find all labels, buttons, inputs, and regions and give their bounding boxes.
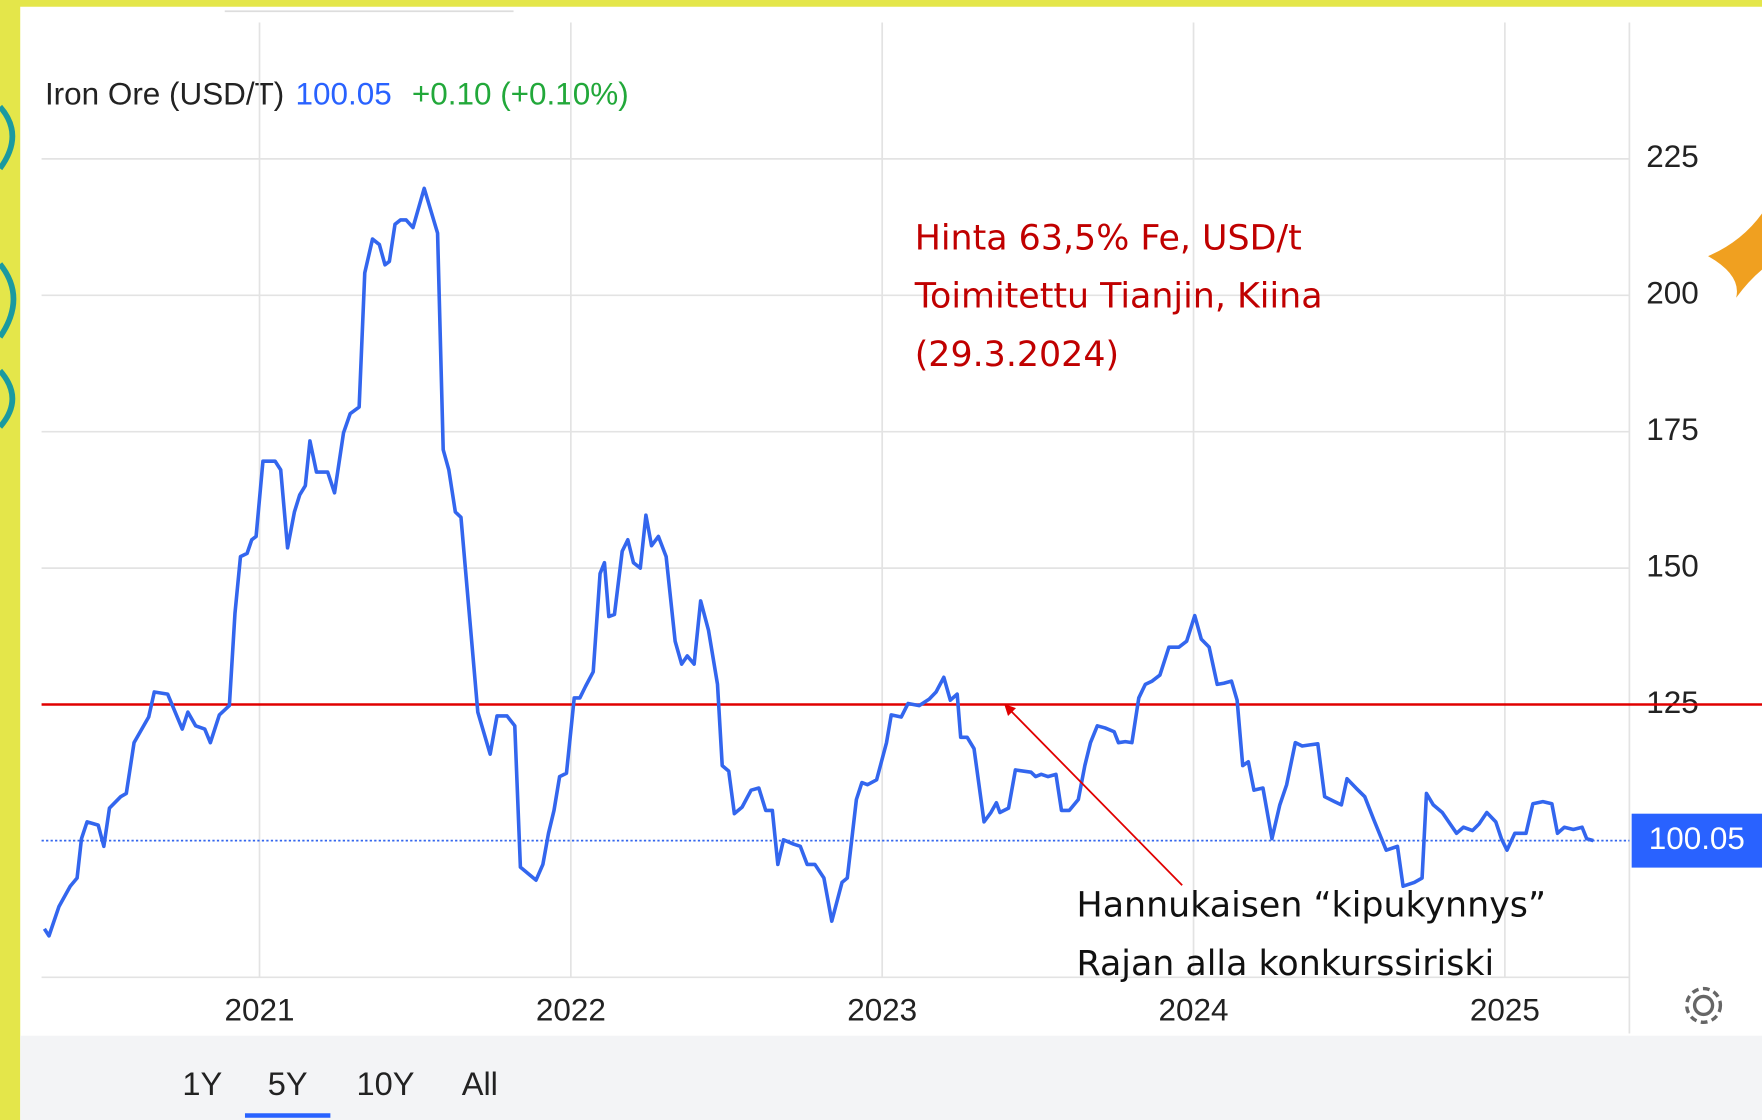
x-tick-label: 2021: [225, 992, 295, 1027]
y-tick-label: 150: [1646, 548, 1698, 583]
range-button[interactable]: 5Y: [268, 1066, 308, 1102]
threshold-note: Hannukaisen “kipukynnys”: [1077, 886, 1546, 926]
y-tick-label: 175: [1646, 412, 1698, 447]
y-tick-label: 200: [1646, 276, 1698, 311]
instrument-name: Iron Ore (USD/T): [45, 77, 284, 112]
y-tick-label: 125: [1646, 685, 1698, 720]
annotation: Hinta 63,5% Fe, USD/t: [915, 218, 1302, 258]
x-tick-label: 2023: [847, 992, 917, 1027]
x-tick-label: 2025: [1470, 992, 1540, 1027]
annotation: (29.3.2024): [915, 335, 1119, 375]
last-price-label: 100.05: [1649, 821, 1745, 856]
chart: Iron Ore (USD/T) 100.05 +0.10 (+0.10%) 125…: [0, 0, 1762, 1120]
header: Iron Ore (USD/T) 100.05 +0.10 (+0.10%): [45, 77, 629, 112]
y-tick-label: 225: [1646, 139, 1698, 174]
range-button[interactable]: 1Y: [182, 1066, 222, 1102]
x-tick-label: 2022: [536, 992, 606, 1027]
threshold-note: Rajan alla konkurssiriski: [1077, 944, 1495, 984]
price-change: +0.10 (+0.10%): [412, 77, 629, 112]
annotation: Toimitettu Tianjin, Kiina: [914, 277, 1323, 317]
range-button[interactable]: All: [462, 1066, 498, 1102]
background: [0, 0, 1762, 1120]
range-button[interactable]: 10Y: [356, 1066, 414, 1102]
frame-top: [0, 0, 1762, 7]
last-price: 100.05: [296, 77, 392, 112]
x-tick-label: 2024: [1159, 992, 1229, 1027]
page: Iron Ore (USD/T) 100.05 +0.10 (+0.10%) 125…: [0, 0, 1762, 1120]
range-underline: [245, 1113, 330, 1117]
